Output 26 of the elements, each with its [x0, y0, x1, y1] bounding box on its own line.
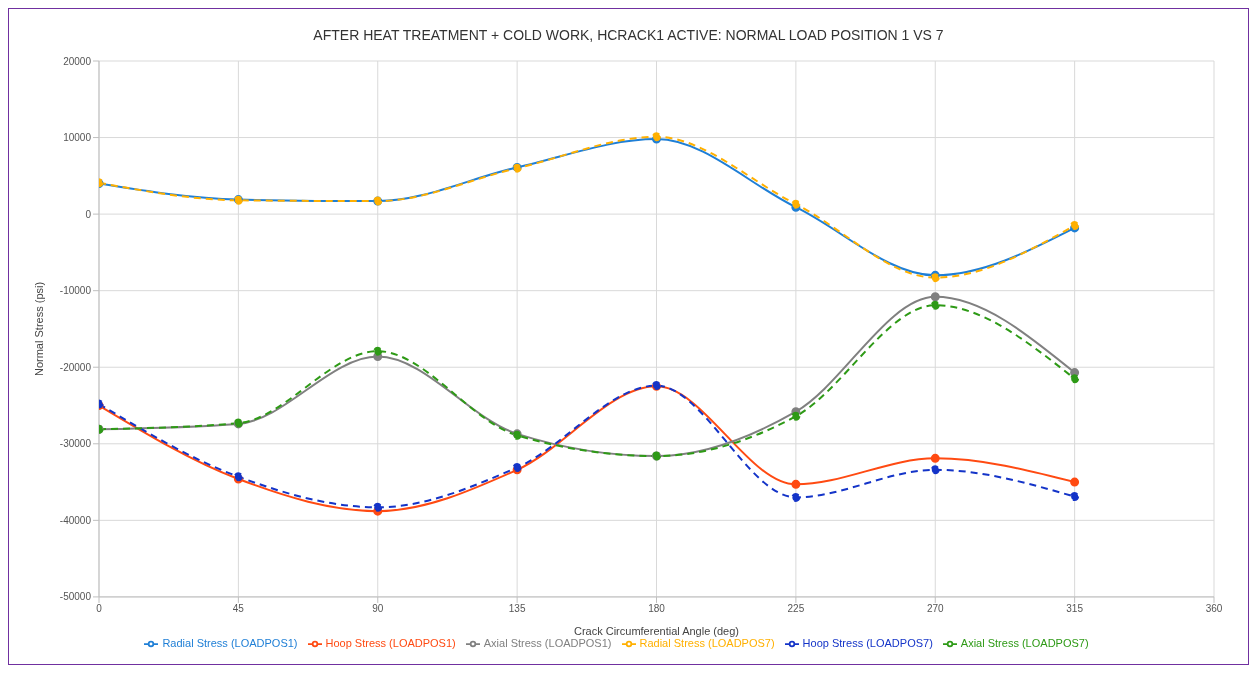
- y-tick-label: -10000: [59, 285, 92, 297]
- x-tick-label: 360: [1205, 603, 1223, 615]
- x-tick-label: 180: [648, 603, 666, 615]
- legend-label: Axial Stress (LOADPOS1): [483, 636, 612, 649]
- y-tick-label: -30000: [59, 438, 92, 450]
- legend-label: Hoop Stress (LOADPOS7): [802, 636, 933, 649]
- y-tick-label: -40000: [59, 514, 92, 526]
- legend-label: Hoop Stress (LOADPOS1): [325, 636, 456, 649]
- x-tick-label: 270: [926, 603, 945, 615]
- legend-label: Radial Stress (LOADPOS7): [639, 636, 775, 649]
- legend-label: Radial Stress (LOADPOS1): [162, 636, 298, 649]
- x-tick-label: 90: [372, 603, 384, 615]
- y-axis-title: Normal Stress (psi): [32, 281, 45, 377]
- y-tick-label: 0: [85, 208, 92, 220]
- y-tick-label: 20000: [63, 55, 92, 67]
- x-tick-label: 0: [96, 603, 103, 615]
- legend-label: Axial Stress (LOADPOS7): [960, 636, 1089, 649]
- x-tick-label: 45: [232, 603, 245, 615]
- y-tick-label: 10000: [63, 132, 92, 144]
- x-tick-label: 135: [508, 603, 526, 615]
- x-tick-label: 225: [787, 603, 805, 615]
- y-tick-label: -50000: [59, 591, 92, 603]
- y-tick-label: -20000: [59, 361, 92, 373]
- chart-title: AFTER HEAT TREATMENT + COLD WORK, HCRACK1 ACTIVE: NORMAL LOAD POSITION 1 VS 7: [312, 26, 945, 45]
- x-axis-title: Crack Circumferential Angle (deg): [573, 624, 740, 637]
- x-tick-label: 315: [1066, 603, 1084, 615]
